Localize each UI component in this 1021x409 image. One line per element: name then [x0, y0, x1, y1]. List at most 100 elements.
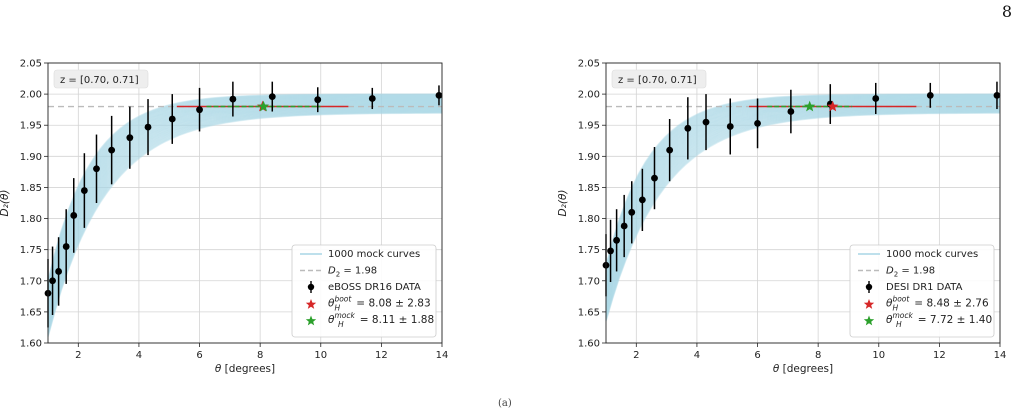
mock-curve	[47, 104, 442, 316]
mock-curve	[605, 100, 1000, 286]
mock-curve	[47, 97, 442, 293]
annotation-box	[611, 69, 707, 89]
data-point	[684, 124, 692, 132]
chart-panel-2: 2 4 6 8 10 12 14 1.60 1.65 1.70 1.75 1.80 1.85 1.90 1.…	[557, 59, 1006, 376]
legend-mock-star	[863, 315, 875, 326]
y-tick-label: 1.95	[20, 121, 42, 132]
data-point	[55, 268, 63, 275]
mock-curve	[605, 103, 1000, 296]
mock-curve	[605, 103, 1000, 297]
mock-curve	[47, 111, 442, 337]
mock-curve	[605, 109, 1000, 315]
mock-curve	[605, 94, 1000, 271]
mock-curve	[605, 109, 1000, 314]
data-point	[62, 243, 70, 250]
chart-panel-1: 2 4 6 8 10 12 14 1.60 1.65 1.70 1.75 1.80 1.85 1.90 1.…	[0, 59, 448, 376]
data-point	[368, 95, 376, 102]
x-axis-label: θ [degrees]	[773, 363, 833, 375]
y-tick-label: 1.80	[578, 214, 600, 225]
y-tick-label: 1.65	[20, 307, 42, 318]
mock-curve	[605, 104, 1001, 298]
x-tick-label: 14	[436, 350, 449, 361]
y-tick-label: 2.05	[20, 59, 42, 70]
legend-boot-star	[305, 299, 317, 309]
mock-curve	[605, 108, 1000, 310]
mock-curve	[605, 105, 1001, 303]
data-point	[126, 134, 134, 142]
x-tick-label: 6	[196, 350, 202, 361]
mock-curve	[605, 103, 1000, 295]
mock-curve	[605, 112, 1000, 322]
mock-curve	[47, 94, 442, 285]
mock-curve	[47, 96, 442, 292]
mock-curve	[47, 96, 442, 291]
legend-box	[291, 244, 437, 338]
mock-curve	[47, 95, 442, 287]
mock-star	[804, 100, 816, 112]
data-point	[620, 222, 628, 230]
x-tick-label: 10	[872, 350, 885, 361]
mock-curve	[47, 96, 442, 290]
mock-curve	[47, 109, 443, 331]
mock-curve	[47, 103, 442, 312]
mock-curve	[605, 96, 1000, 275]
data-point	[229, 95, 237, 103]
mock-curve	[605, 94, 1000, 268]
mock-curve	[47, 105, 442, 318]
y-tick-label: 2.05	[578, 59, 600, 70]
mock-curve	[605, 97, 1000, 279]
mock-curve	[605, 96, 1000, 275]
mock-curve	[47, 110, 442, 334]
annotation-box	[53, 69, 149, 89]
mock-curve	[605, 107, 1000, 307]
mock-curve	[605, 105, 1000, 302]
mock-curve	[47, 107, 442, 324]
y-tick-label: 1.85	[578, 183, 600, 194]
y-tick-label: 1.80	[20, 214, 42, 225]
mock-curve	[605, 110, 1000, 318]
legend-mock-star	[305, 315, 317, 326]
data-point	[787, 108, 795, 115]
mock-curve	[47, 101, 442, 305]
legend-data-label: DESI DR1 DATA	[886, 282, 963, 293]
y-tick-label: 1.60	[578, 339, 600, 350]
y-tick-label: 1.95	[578, 121, 600, 132]
y-tick-label: 2.00	[20, 90, 42, 101]
legend-data-marker	[865, 283, 873, 291]
x-tick-label: 4	[136, 350, 142, 361]
mock-curve	[605, 108, 1000, 312]
y-tick-label: 1.60	[20, 339, 42, 350]
data-point	[926, 91, 934, 99]
data-point	[607, 247, 614, 255]
data-point	[70, 212, 78, 219]
x-tick-label: 4	[694, 350, 700, 361]
mock-curve	[605, 97, 1000, 278]
y-tick-label: 1.90	[578, 152, 600, 163]
mock-curve	[605, 99, 1000, 284]
mock-curve	[47, 106, 442, 321]
mock-curve	[47, 111, 442, 336]
mock-curve	[605, 110, 1000, 317]
mock-curve	[47, 94, 442, 284]
data-point	[702, 118, 710, 126]
mock-curve	[605, 108, 1000, 311]
mock-curve	[605, 95, 1001, 273]
data-point	[49, 277, 56, 285]
data-point	[628, 208, 636, 216]
data-point	[144, 123, 152, 131]
mock-curve	[605, 107, 1001, 308]
y-tick-label: 1.70	[20, 276, 42, 287]
mock-curve	[605, 106, 1000, 306]
mock-curve	[605, 93, 1000, 266]
mock-curve	[47, 104, 442, 315]
mock-curve	[605, 93, 1000, 267]
mock-curve	[47, 98, 442, 298]
mock-curve	[47, 97, 442, 295]
y-tick-label: 1.75	[20, 245, 42, 256]
y-axis-label: D₂(θ)	[557, 190, 569, 217]
mock-curve	[47, 98, 442, 296]
x-axis-label: θ [degrees]	[215, 363, 275, 375]
mock-curve	[47, 95, 442, 288]
mock-curve	[605, 110, 1001, 316]
mock-curve	[47, 107, 442, 323]
